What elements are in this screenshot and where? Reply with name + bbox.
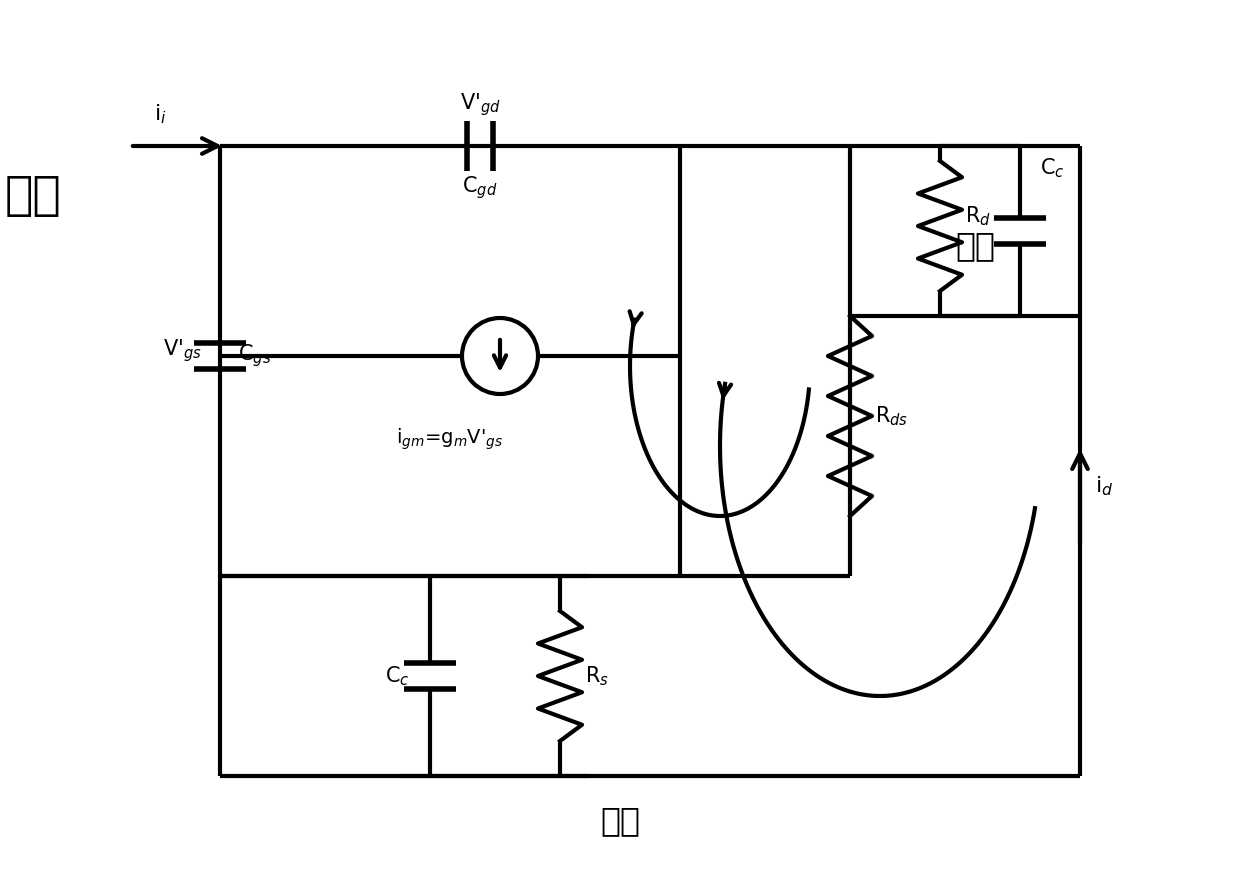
Text: 源极: 源极 xyxy=(600,805,640,838)
Text: R$_d$: R$_d$ xyxy=(965,204,991,228)
Text: C$_c$: C$_c$ xyxy=(1040,156,1065,179)
Text: 漏极: 漏极 xyxy=(955,229,994,263)
Text: C$_{gd}$: C$_{gd}$ xyxy=(463,174,497,201)
Text: V$'_{gs}$: V$'_{gs}$ xyxy=(164,338,202,365)
Text: i$_i$: i$_i$ xyxy=(154,102,166,126)
Text: i$_d$: i$_d$ xyxy=(1095,474,1114,498)
Text: C$_c$: C$_c$ xyxy=(386,664,410,688)
Text: C$_{gs}$: C$_{gs}$ xyxy=(238,342,272,369)
Text: i$_{gm}$=g$_m$V$'_{gs}$: i$_{gm}$=g$_m$V$'_{gs}$ xyxy=(397,426,503,452)
Text: 栅极: 栅极 xyxy=(5,174,62,219)
Text: V$'_{gd}$: V$'_{gd}$ xyxy=(460,91,501,118)
Text: R$_{ds}$: R$_{ds}$ xyxy=(875,404,909,427)
Text: R$_s$: R$_s$ xyxy=(585,664,609,688)
